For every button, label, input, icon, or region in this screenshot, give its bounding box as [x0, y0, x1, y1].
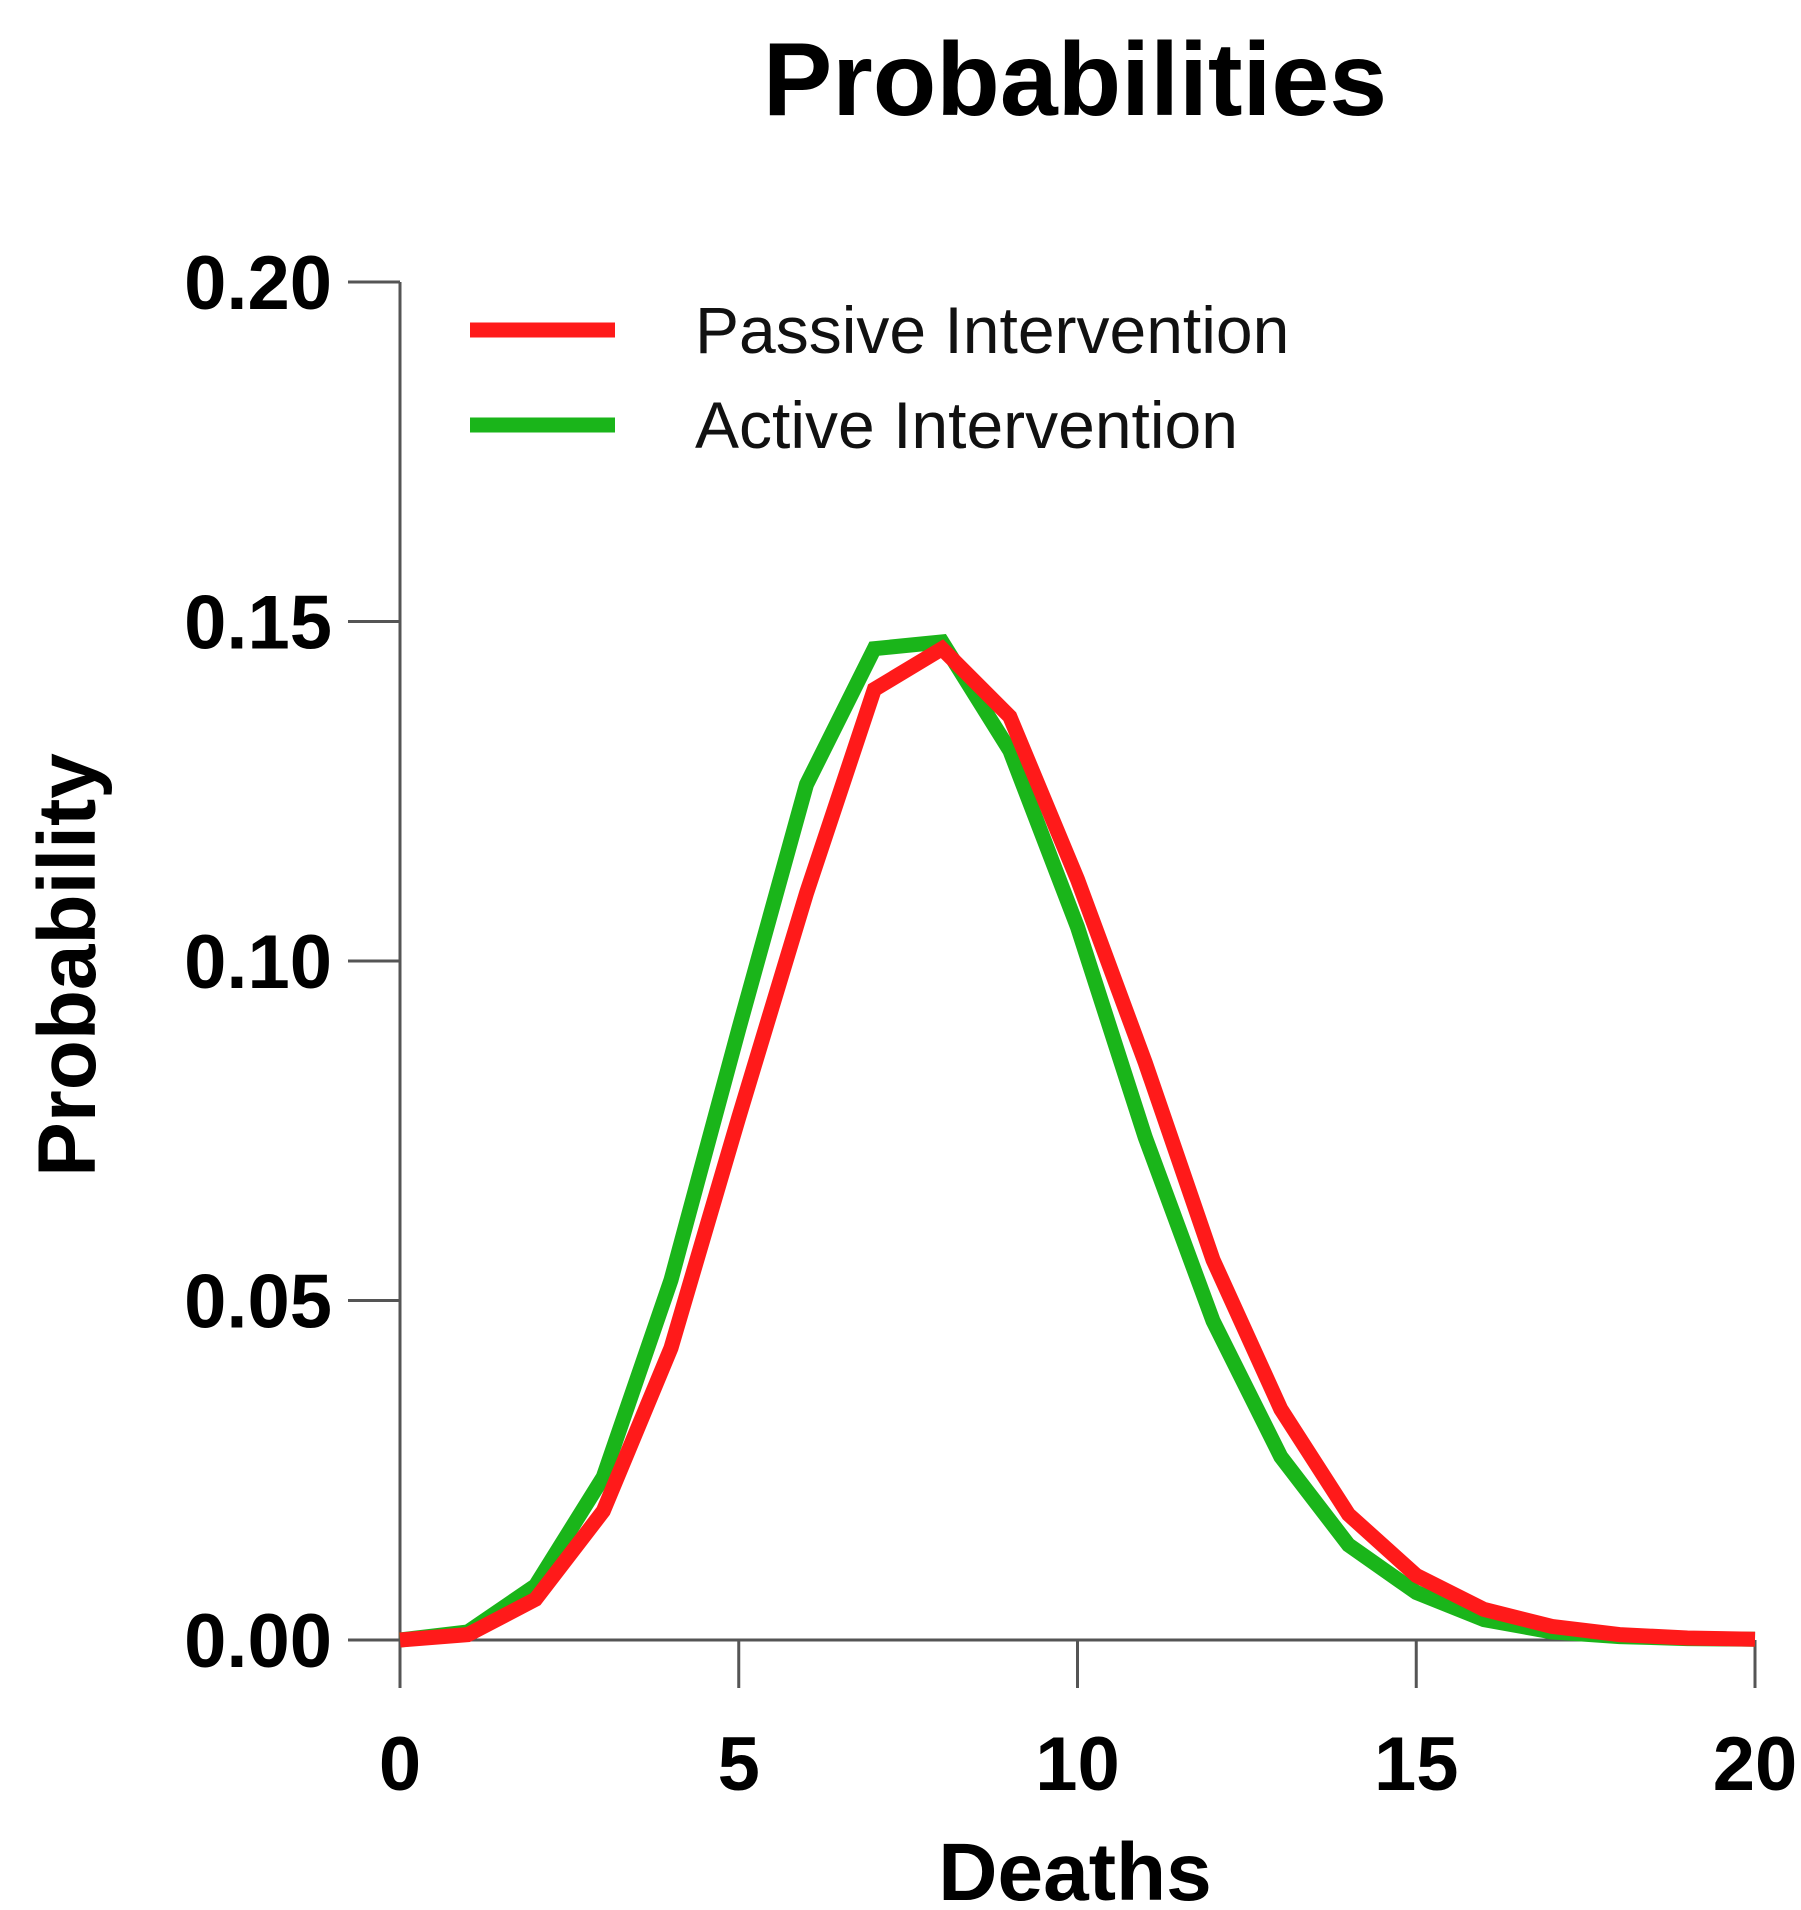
- legend: Passive Intervention Active Intervention: [470, 293, 1289, 462]
- legend-label-active-intervention: Active Intervention: [695, 388, 1238, 462]
- y-tick-label: 0.15: [184, 581, 332, 666]
- x-tick-label: 10: [1035, 1722, 1120, 1807]
- y-axis-ticks: 0.00 0.05 0.10 0.15 0.20: [184, 241, 400, 1684]
- y-tick-label: 0.20: [184, 241, 332, 326]
- x-axis-label: Deaths: [938, 1827, 1211, 1910]
- y-tick-label: 0.00: [184, 1599, 332, 1684]
- x-axis-ticks: 0 5 10 15 20: [379, 1640, 1797, 1807]
- series-line-passive-intervention: [399, 639, 1756, 1648]
- chart-title: Probabilities: [763, 22, 1387, 138]
- legend-label-passive-intervention: Passive Intervention: [695, 293, 1289, 367]
- series-group: [399, 633, 1756, 1648]
- series-line-active-intervention: [399, 633, 1756, 1648]
- x-tick-label: 5: [718, 1722, 760, 1807]
- y-tick-label: 0.05: [184, 1260, 332, 1345]
- x-tick-label: 20: [1713, 1722, 1798, 1807]
- y-tick-label: 0.10: [184, 920, 332, 1005]
- y-axis-label: Probability: [22, 753, 113, 1177]
- x-tick-label: 15: [1374, 1722, 1459, 1807]
- x-tick-label: 0: [379, 1722, 421, 1807]
